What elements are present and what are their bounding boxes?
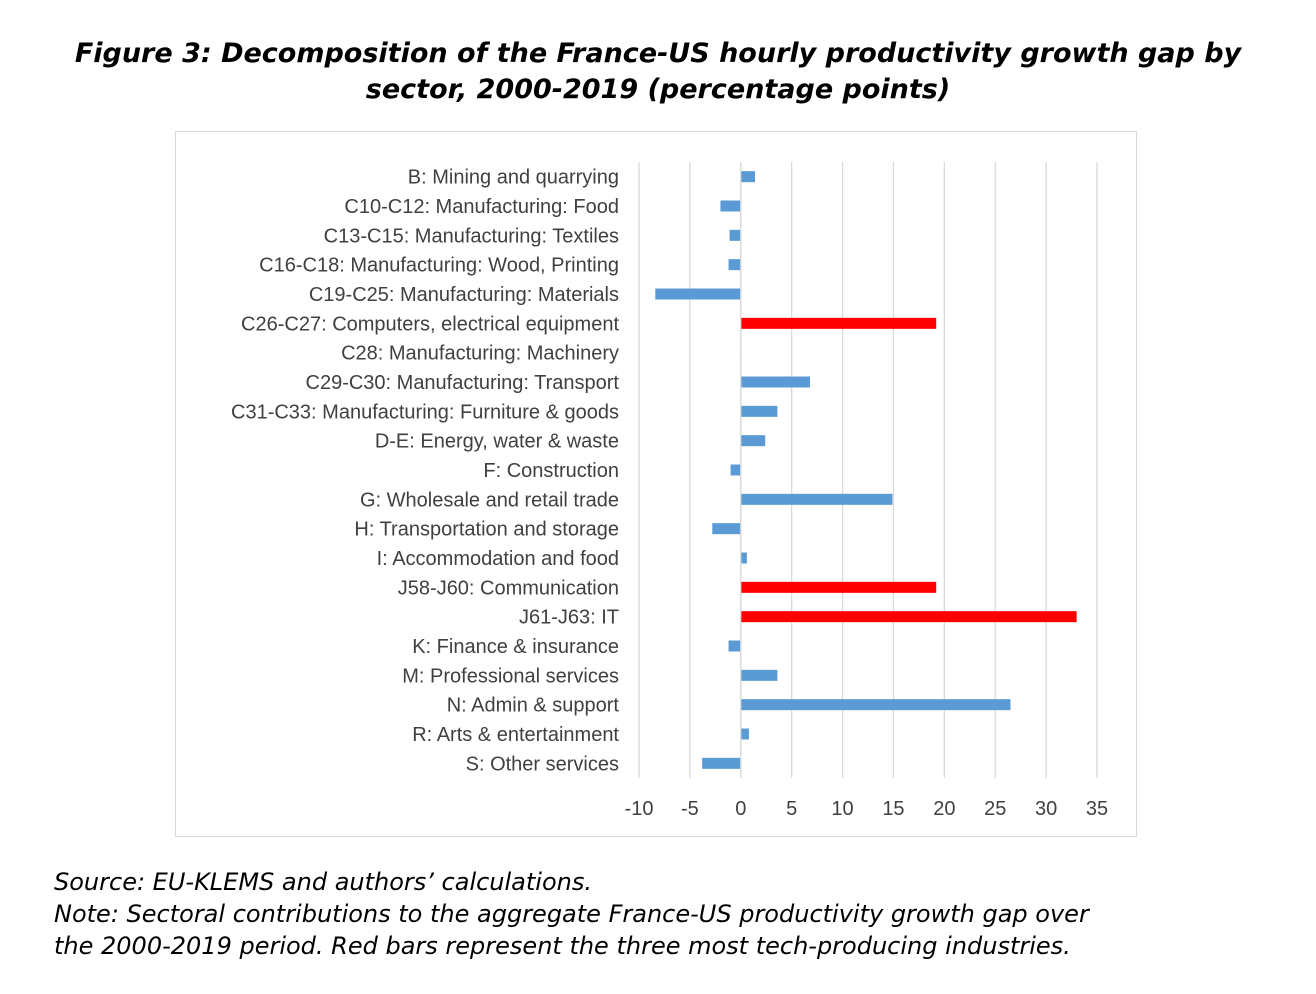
category-label: C29-C30: Manufacturing: Transport	[306, 372, 620, 394]
bar	[740, 699, 1011, 711]
category-label: S: Other services	[466, 753, 619, 775]
bar	[720, 200, 741, 212]
bar	[702, 757, 741, 769]
x-tick-label: 25	[984, 798, 1006, 820]
x-tick-label: 0	[735, 798, 746, 820]
category-label: J58-J60: Communication	[398, 577, 619, 599]
category-label: R: Arts & entertainment	[412, 724, 619, 746]
category-label: C19-C25: Manufacturing: Materials	[309, 284, 619, 306]
category-label: C31-C33: Manufacturing: Furniture & good…	[231, 401, 619, 423]
x-tick-label: 35	[1086, 798, 1108, 820]
category-label: I: Accommodation and food	[377, 548, 619, 570]
bar	[655, 288, 741, 300]
x-tick-label: -5	[681, 798, 699, 820]
bar	[740, 669, 778, 681]
category-label: M: Professional services	[402, 665, 619, 687]
category-label: C13-C15: Manufacturing: Textiles	[324, 225, 619, 247]
chart-frame: -10 -5 0 5 10 15 20 25 30 35 B: Mining and quarryi…	[175, 131, 1137, 837]
x-tick-label: 30	[1035, 798, 1057, 820]
category-label: J61-J63: IT	[519, 607, 619, 629]
bar	[740, 435, 766, 447]
category-label: H: Transportation and storage	[354, 519, 619, 541]
category-label: D-E: Energy, water & waste	[375, 431, 619, 453]
category-label: C10-C12: Manufacturing: Food	[344, 196, 619, 218]
source-note: Source: EU-KLEMS and authors’ calculatio…	[54, 868, 592, 896]
bar	[740, 611, 1077, 623]
figure-notes: Source: EU-KLEMS and authors’ calculatio…	[54, 866, 1294, 962]
bar	[728, 259, 741, 271]
category-label: C16-C18: Manufacturing: Wood, Printing	[259, 255, 619, 277]
bar	[728, 640, 741, 652]
x-tick-label: -10	[625, 798, 654, 820]
category-label: G: Wholesale and retail trade	[360, 489, 619, 511]
category-label: B: Mining and quarrying	[408, 167, 619, 189]
bar	[740, 171, 756, 183]
x-tick-label: 10	[831, 798, 853, 820]
x-tick-label: 15	[882, 798, 904, 820]
x-tick-label: 20	[933, 798, 955, 820]
category-label: N: Admin & support	[447, 695, 620, 717]
bar	[712, 523, 741, 535]
bar	[729, 229, 741, 241]
category-label: C28: Manufacturing: Machinery	[341, 343, 619, 365]
bar	[740, 405, 778, 417]
figure-title-line-1: Figure 3: Decomposition of the France-US…	[74, 38, 1242, 69]
bar-chart: -10 -5 0 5 10 15 20 25 30 35 B: Mining and quarryi…	[231, 162, 1108, 820]
category-label: C26-C27: Computers, electrical equipment	[241, 313, 619, 335]
bar	[740, 493, 893, 505]
x-tick-label: 5	[786, 798, 797, 820]
note-line-1: Note: Sectoral contributions to the aggr…	[54, 900, 1089, 928]
figure-title-line-2: sector, 2000-2019 (percentage points)	[365, 74, 951, 105]
bar	[740, 581, 937, 593]
bar	[730, 464, 741, 476]
bar	[740, 317, 937, 329]
bar	[740, 552, 747, 564]
bar	[740, 376, 810, 388]
category-label: K: Finance & insurance	[412, 636, 619, 658]
note-line-2: the 2000-2019 period. Red bars represent…	[54, 932, 1071, 960]
category-label: F: Construction	[483, 460, 619, 482]
figure-title: Figure 3: Decomposition of the France-US…	[30, 36, 1286, 108]
bar	[740, 728, 749, 740]
